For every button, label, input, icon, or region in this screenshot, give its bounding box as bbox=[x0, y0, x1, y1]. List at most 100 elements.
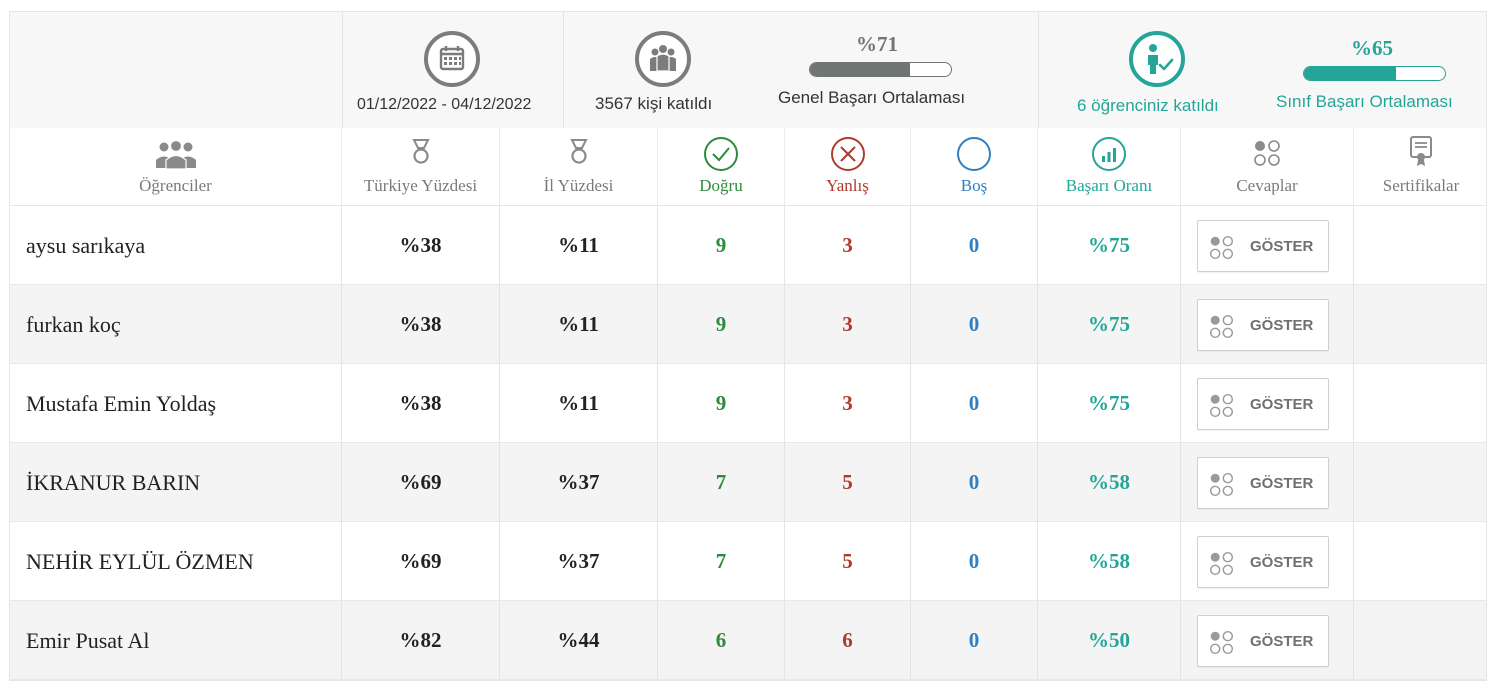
certificate-cell bbox=[1354, 601, 1488, 680]
column-answers: Cevaplar bbox=[1181, 128, 1354, 206]
empty-count: 0 bbox=[911, 601, 1038, 680]
answers-cell: GÖSTER bbox=[1181, 206, 1354, 285]
turkey-percent: %38 bbox=[342, 206, 500, 285]
general-average-bar bbox=[809, 62, 952, 77]
students-icon bbox=[156, 139, 196, 170]
show-answers-label: GÖSTER bbox=[1250, 396, 1314, 413]
table-row: Emir Pusat Al %82 %44 6 6 0 %50 GÖSTER bbox=[10, 601, 1486, 680]
student-name: İKRANUR BARIN bbox=[10, 443, 342, 522]
column-wrong: Yanlış bbox=[785, 128, 911, 206]
answers-cell: GÖSTER bbox=[1181, 522, 1354, 601]
student-check-icon bbox=[1129, 31, 1185, 87]
answer-bubbles-icon bbox=[1209, 314, 1234, 339]
success-rate: %58 bbox=[1038, 443, 1181, 522]
column-province-pct: İl Yüzdesi bbox=[500, 128, 658, 206]
column-certificates: Sertifikalar bbox=[1354, 128, 1488, 206]
correct-count: 7 bbox=[658, 443, 785, 522]
turkey-percent: %69 bbox=[342, 443, 500, 522]
certificate-cell bbox=[1354, 443, 1488, 522]
column-certificates-label: Sertifikalar bbox=[1382, 176, 1460, 195]
turkey-percent: %82 bbox=[342, 601, 500, 680]
student-name: furkan koç bbox=[10, 285, 342, 364]
show-answers-button[interactable]: GÖSTER bbox=[1197, 457, 1329, 509]
empty-count: 0 bbox=[911, 443, 1038, 522]
province-percent: %11 bbox=[500, 206, 658, 285]
wrong-count: 5 bbox=[785, 522, 911, 601]
table-header: Öğrenciler Türkiye Yüzdesi İl Yüzdesi Do… bbox=[10, 128, 1486, 206]
wrong-count: 6 bbox=[785, 601, 911, 680]
wrong-count: 3 bbox=[785, 206, 911, 285]
general-average-value: %71 bbox=[856, 32, 898, 56]
province-percent: %11 bbox=[500, 285, 658, 364]
column-correct: Doğru bbox=[658, 128, 785, 206]
column-turkey-pct-label: Türkiye Yüzdesi bbox=[363, 176, 478, 195]
show-answers-label: GÖSTER bbox=[1250, 475, 1314, 492]
province-percent: %11 bbox=[500, 364, 658, 443]
empty-count: 0 bbox=[911, 522, 1038, 601]
certificate-cell bbox=[1354, 364, 1488, 443]
column-success-rate-label: Başarı Oranı bbox=[1065, 176, 1153, 195]
correct-count: 6 bbox=[658, 601, 785, 680]
class-average-bar-fill bbox=[1304, 67, 1396, 80]
answers-cell: GÖSTER bbox=[1181, 443, 1354, 522]
answer-bubbles-icon bbox=[1209, 472, 1234, 497]
success-rate: %50 bbox=[1038, 601, 1181, 680]
student-rows: aysu sarıkaya %38 %11 9 3 0 %75 GÖSTER f… bbox=[10, 206, 1486, 680]
medal-icon bbox=[412, 139, 430, 164]
class-average-bar bbox=[1303, 66, 1446, 81]
student-name: NEHİR EYLÜL ÖZMEN bbox=[10, 522, 342, 601]
summary-strip: 01/12/2022 - 04/12/2022 3567 kişi katıld… bbox=[10, 12, 1486, 128]
turkey-percent: %69 bbox=[342, 522, 500, 601]
general-average-bar-fill bbox=[810, 63, 911, 76]
empty-count: 0 bbox=[911, 285, 1038, 364]
my-students-count: 6 öğrenciniz katıldı bbox=[1077, 96, 1219, 115]
show-answers-button[interactable]: GÖSTER bbox=[1197, 299, 1329, 351]
participants-count: 3567 kişi katıldı bbox=[595, 94, 713, 113]
show-answers-button[interactable]: GÖSTER bbox=[1197, 536, 1329, 588]
show-answers-button[interactable]: GÖSTER bbox=[1197, 378, 1329, 430]
answer-bubbles-icon bbox=[1209, 551, 1234, 576]
column-correct-label: Doğru bbox=[699, 176, 743, 195]
group-icon bbox=[635, 31, 691, 87]
show-answers-button[interactable]: GÖSTER bbox=[1197, 220, 1329, 272]
class-average-value: %65 bbox=[1351, 36, 1393, 60]
column-students: Öğrenciler bbox=[10, 128, 342, 206]
column-wrong-label: Yanlış bbox=[826, 176, 869, 195]
student-name: Mustafa Emin Yoldaş bbox=[10, 364, 342, 443]
results-panel: 01/12/2022 - 04/12/2022 3567 kişi katıld… bbox=[9, 11, 1487, 681]
table-row: Mustafa Emin Yoldaş %38 %11 9 3 0 %75 GÖ… bbox=[10, 364, 1486, 443]
certificate-cell bbox=[1354, 285, 1488, 364]
x-circle-icon bbox=[831, 137, 865, 171]
certificate-cell bbox=[1354, 206, 1488, 285]
date-range: 01/12/2022 - 04/12/2022 bbox=[357, 96, 532, 113]
certificate-cell bbox=[1354, 522, 1488, 601]
success-rate: %75 bbox=[1038, 206, 1181, 285]
show-answers-button[interactable]: GÖSTER bbox=[1197, 615, 1329, 667]
answers-cell: GÖSTER bbox=[1181, 285, 1354, 364]
column-province-pct-label: İl Yüzdesi bbox=[543, 176, 614, 195]
province-percent: %37 bbox=[500, 443, 658, 522]
certificate-icon bbox=[1410, 136, 1432, 166]
wrong-count: 5 bbox=[785, 443, 911, 522]
show-answers-label: GÖSTER bbox=[1250, 554, 1314, 571]
show-answers-label: GÖSTER bbox=[1250, 633, 1314, 650]
answer-bubbles-icon bbox=[1209, 393, 1234, 418]
column-empty: Boş bbox=[911, 128, 1038, 206]
answers-cell: GÖSTER bbox=[1181, 601, 1354, 680]
column-students-label: Öğrenciler bbox=[139, 176, 212, 195]
wrong-count: 3 bbox=[785, 364, 911, 443]
check-circle-icon bbox=[704, 137, 738, 171]
table-row: İKRANUR BARIN %69 %37 7 5 0 %58 GÖSTER bbox=[10, 443, 1486, 522]
general-average-label: Genel Başarı Ortalaması bbox=[778, 88, 966, 107]
class-average-label: Sınıf Başarı Ortalaması bbox=[1276, 92, 1453, 111]
answer-bubbles-icon bbox=[1209, 630, 1234, 655]
correct-count: 9 bbox=[658, 364, 785, 443]
correct-count: 7 bbox=[658, 522, 785, 601]
turkey-percent: %38 bbox=[342, 364, 500, 443]
empty-count: 0 bbox=[911, 364, 1038, 443]
province-percent: %44 bbox=[500, 601, 658, 680]
student-name: aysu sarıkaya bbox=[10, 206, 342, 285]
show-answers-label: GÖSTER bbox=[1250, 238, 1314, 255]
answer-bubbles-icon bbox=[1209, 235, 1234, 260]
medal-icon bbox=[570, 139, 588, 164]
